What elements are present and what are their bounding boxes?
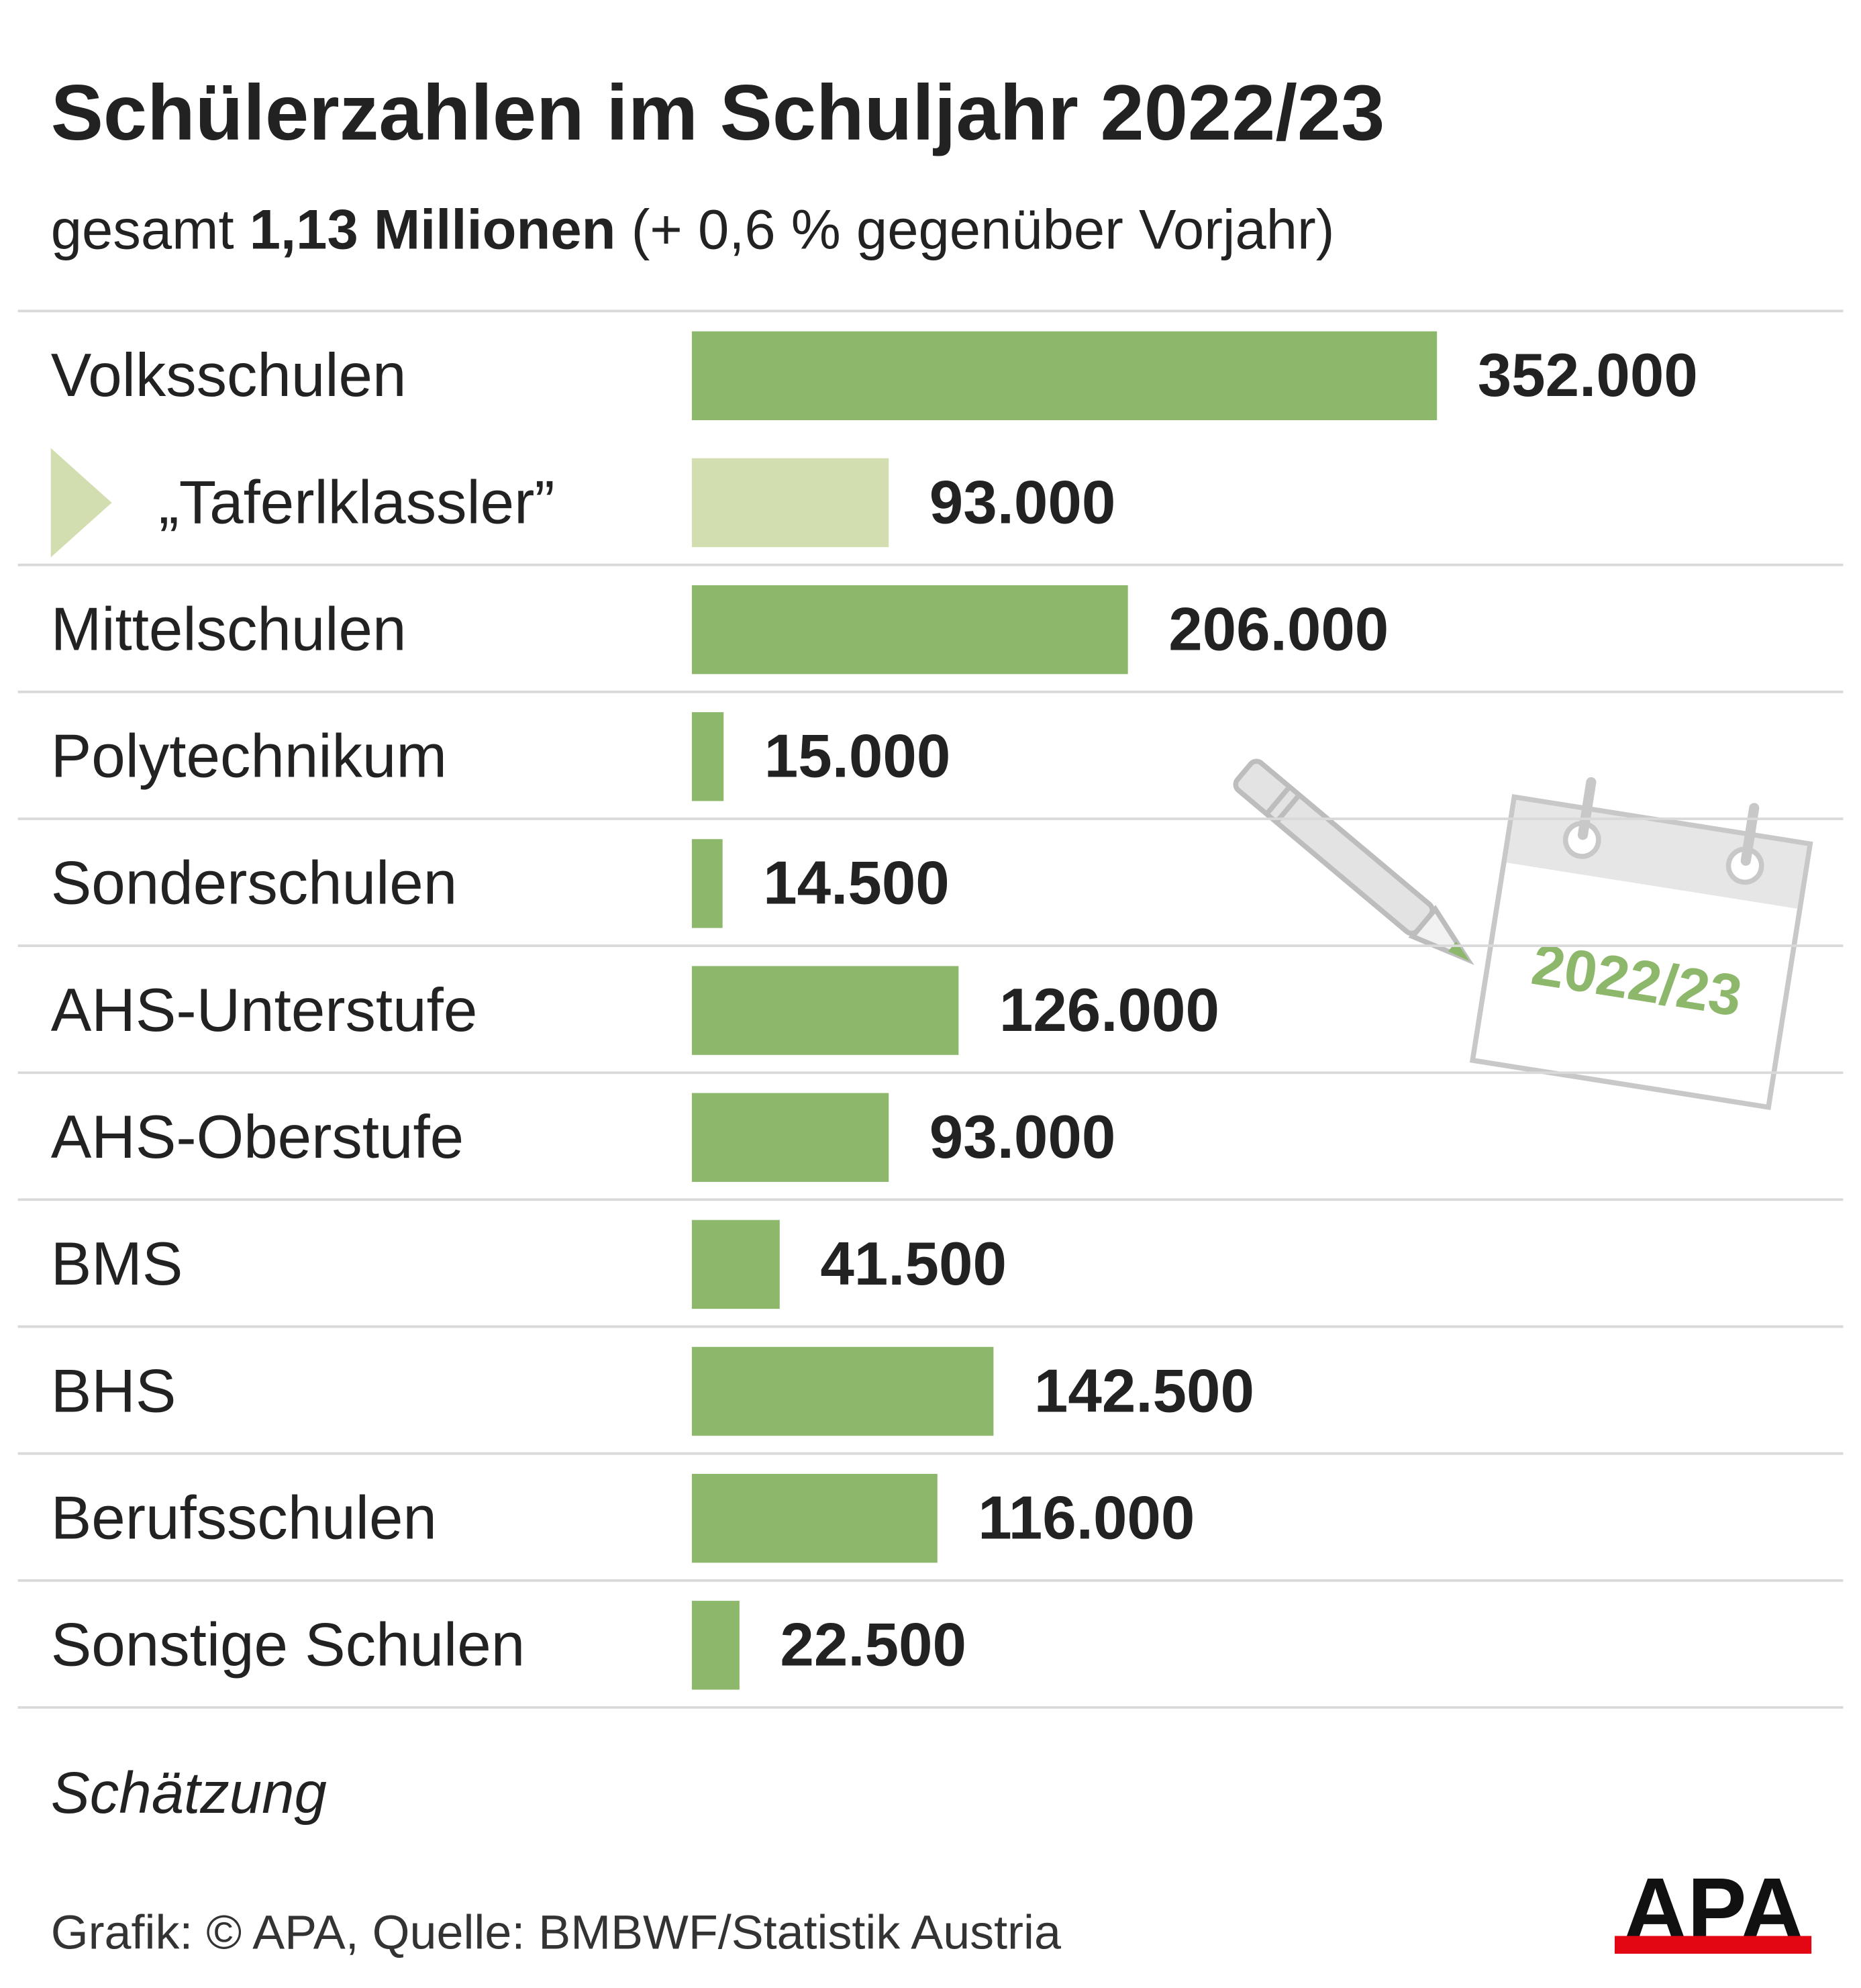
category-label: BMS	[51, 1230, 183, 1298]
category-label: Sonstige Schulen	[51, 1611, 525, 1679]
category-label: Berufsschulen	[51, 1484, 437, 1552]
bar	[691, 966, 959, 1055]
value-label: 14.500	[763, 850, 950, 917]
value-label: 93.000	[929, 1103, 1116, 1171]
value-label: 93.000	[929, 468, 1116, 536]
value-label: 116.000	[978, 1484, 1195, 1552]
category-label: „Taferlklassler”	[159, 468, 555, 536]
value-label: 126.000	[999, 977, 1219, 1044]
bar	[691, 1473, 938, 1563]
logo-bar	[1614, 1936, 1812, 1954]
bar	[691, 458, 889, 548]
pencil-icon	[1233, 758, 1474, 965]
value-label: 41.500	[820, 1230, 1007, 1298]
bar	[691, 712, 724, 801]
indent-marker	[50, 448, 112, 558]
category-label: Volksschulen	[51, 342, 407, 409]
chart-title: Schülerzahlen im Schuljahr 2022/23	[51, 68, 1385, 156]
bar	[691, 839, 723, 928]
subtitle-part: 1,13 Millionen	[250, 199, 616, 261]
category-label: Polytechnikum	[51, 723, 447, 791]
source: Grafik: © APA, Quelle: BMBWF/Statistik A…	[51, 1905, 1061, 1959]
value-label: 15.000	[764, 723, 951, 791]
value-label: 22.500	[780, 1611, 966, 1679]
value-label: 206.000	[1168, 595, 1389, 663]
category-label: Mittelschulen	[51, 595, 407, 663]
note: Schätzung	[51, 1760, 327, 1826]
category-label: AHS-Oberstufe	[51, 1103, 464, 1171]
bar	[691, 1093, 889, 1182]
category-label: AHS-Unterstufe	[51, 977, 478, 1044]
value-label: 352.000	[1478, 342, 1698, 409]
subtitle-part: (+ 0,6 % gegenüber Vorjahr)	[615, 199, 1334, 261]
subtitle-part: gesamt	[51, 199, 250, 261]
category-label: Sonderschulen	[51, 850, 458, 917]
category-label: BHS	[51, 1357, 177, 1425]
bar	[691, 331, 1438, 421]
bar	[691, 1601, 740, 1690]
bar	[691, 585, 1128, 675]
bar	[691, 1346, 994, 1436]
subtitle: gesamt 1,13 Millionen (+ 0,6 % gegenüber…	[51, 199, 1335, 261]
bar	[691, 1220, 780, 1309]
value-label: 142.500	[1034, 1357, 1254, 1425]
